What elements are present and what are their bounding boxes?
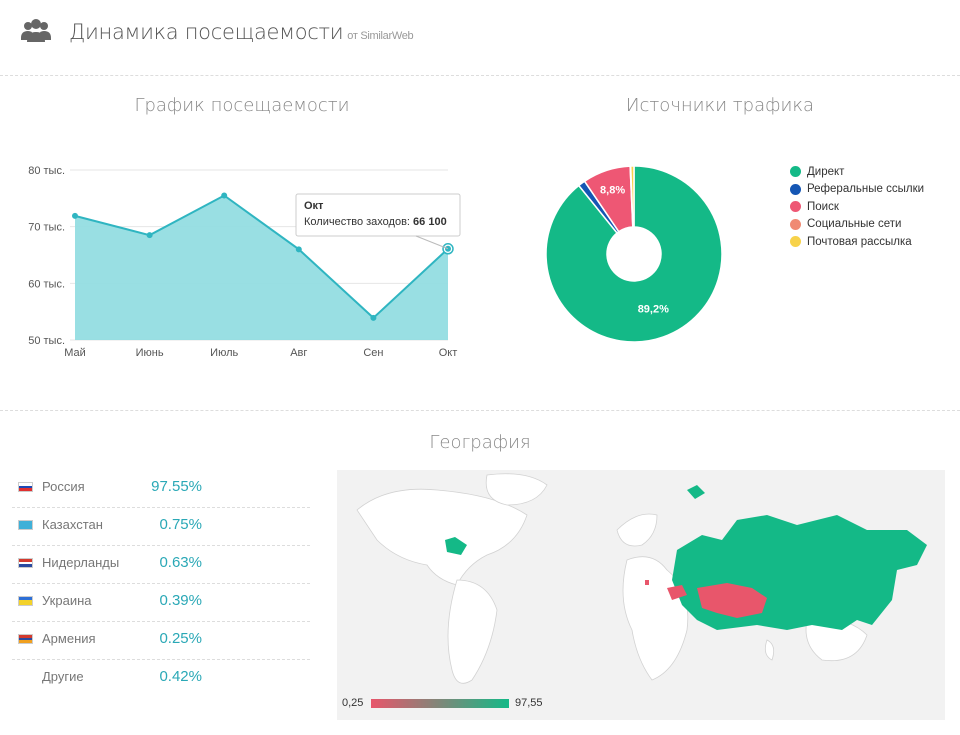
geo-row: Армения 0.25% [12,622,310,660]
tooltip-value: 66 100 [413,216,447,228]
legend-label: Социальные сети [807,218,902,231]
sources-legend: Директ Реферальные ссылки Поиск Социальные … [790,163,924,251]
section-divider [0,410,960,411]
page-subtitle: от SimilarWeb [347,30,414,42]
flag-icon [18,558,33,568]
pie-slice[interactable] [545,165,723,343]
x-tick-label: Сен [363,347,383,359]
legend-marker [790,236,801,248]
flag-icon [18,520,33,530]
data-point[interactable] [72,212,78,219]
geo-country-share: 97.55% [151,478,202,495]
x-tick-label: Май [64,347,86,359]
tooltip-label: Количество заходов: 66 100 [304,216,447,228]
geo-country-name: Нидерланды [42,555,120,570]
geo-row: Другие 0.42% [12,660,310,698]
world-map: 0,25 97,55 [337,470,945,720]
data-point[interactable] [370,314,377,321]
header: Динамика посещаемости от SimilarWeb [0,0,960,76]
legend-item[interactable]: Реферальные ссылки [790,181,924,199]
data-point[interactable] [146,232,153,239]
geo-country-name: Казахстан [42,517,103,532]
data-point[interactable] [295,246,302,253]
sources-donut-chart: 89,2% 8,8% [545,165,723,343]
flag-icon [18,634,33,644]
kazakhstan-region [697,583,767,618]
x-tick-label: Окт [439,347,458,359]
x-tick-label: Июнь [136,347,164,359]
legend-marker [790,183,801,195]
geo-country-name: Другие [42,669,84,684]
users-icon [21,19,51,42]
geo-country-share: 0.75% [159,516,202,533]
world-map-shapes [356,473,927,684]
geo-title: География [429,432,531,453]
geo-country-share: 0.39% [159,592,202,609]
tooltip-pointer [415,235,449,250]
legend-item[interactable]: Поиск [790,198,924,216]
slice-label: 8,8% [600,184,625,196]
flag-icon [18,482,33,492]
scale-max-label: 97,55 [515,697,543,709]
area-fill [75,195,448,340]
tooltip-month: Окт [304,200,324,212]
geo-row: Нидерланды 0.63% [12,546,310,584]
legend-label: Поиск [807,200,839,213]
geo-row: Казахстан 0.75% [12,508,310,546]
data-point[interactable] [221,192,228,199]
traffic-chart-title: График посещаемости [134,95,350,116]
geo-country-share: 0.63% [159,554,202,571]
y-tick-label: 80 тыс. [28,165,65,177]
scale-min-label: 0,25 [342,697,364,709]
page-title: Динамика посещаемости от SimilarWeb [69,20,414,44]
flag-icon [18,596,33,606]
legend-label: Директ [807,165,845,178]
geo-country-share: 0.25% [159,630,202,647]
russia-region [672,515,927,630]
geo-country-name: Россия [42,479,85,494]
x-tick-label: Авг [290,347,307,359]
y-tick-label: 60 тыс. [28,278,65,290]
legend-marker [790,201,801,213]
x-tick-label: Июль [210,347,238,359]
y-tick-label: 50 тыс. [28,335,65,347]
geo-row: Украина 0.39% [12,584,310,622]
geo-row: Россия 97.55% [12,470,310,508]
legend-label: Реферальные ссылки [807,183,925,196]
series-line [74,194,449,320]
geo-country-share: 0.42% [159,668,202,685]
scale-gradient-bar [371,699,509,708]
legend-item[interactable]: Директ [790,163,924,181]
y-tick-label: 70 тыс. [28,222,65,234]
legend-label: Почтовая рассылка [807,235,912,248]
geo-country-name: Украина [42,593,92,608]
pie-slice[interactable] [629,165,635,228]
legend-marker [790,166,801,178]
traffic-area-chart: 50 тыс. 60 тыс. 70 тыс. 80 тыс. Май Июнь Июль А… [28,165,461,359]
legend-item[interactable]: Почтовая рассылка [790,233,924,251]
legend-marker [790,218,801,230]
geo-country-list: Россия 97.55% Казахстан 0.75% Нидерланды 0.63… [12,470,310,698]
geo-country-name: Армения [42,631,96,646]
sources-chart-title: Источники трафика [625,95,815,116]
legend-item[interactable]: Социальные сети [790,216,924,234]
tooltip-box [295,193,461,237]
slice-label: 89,2% [638,304,669,316]
